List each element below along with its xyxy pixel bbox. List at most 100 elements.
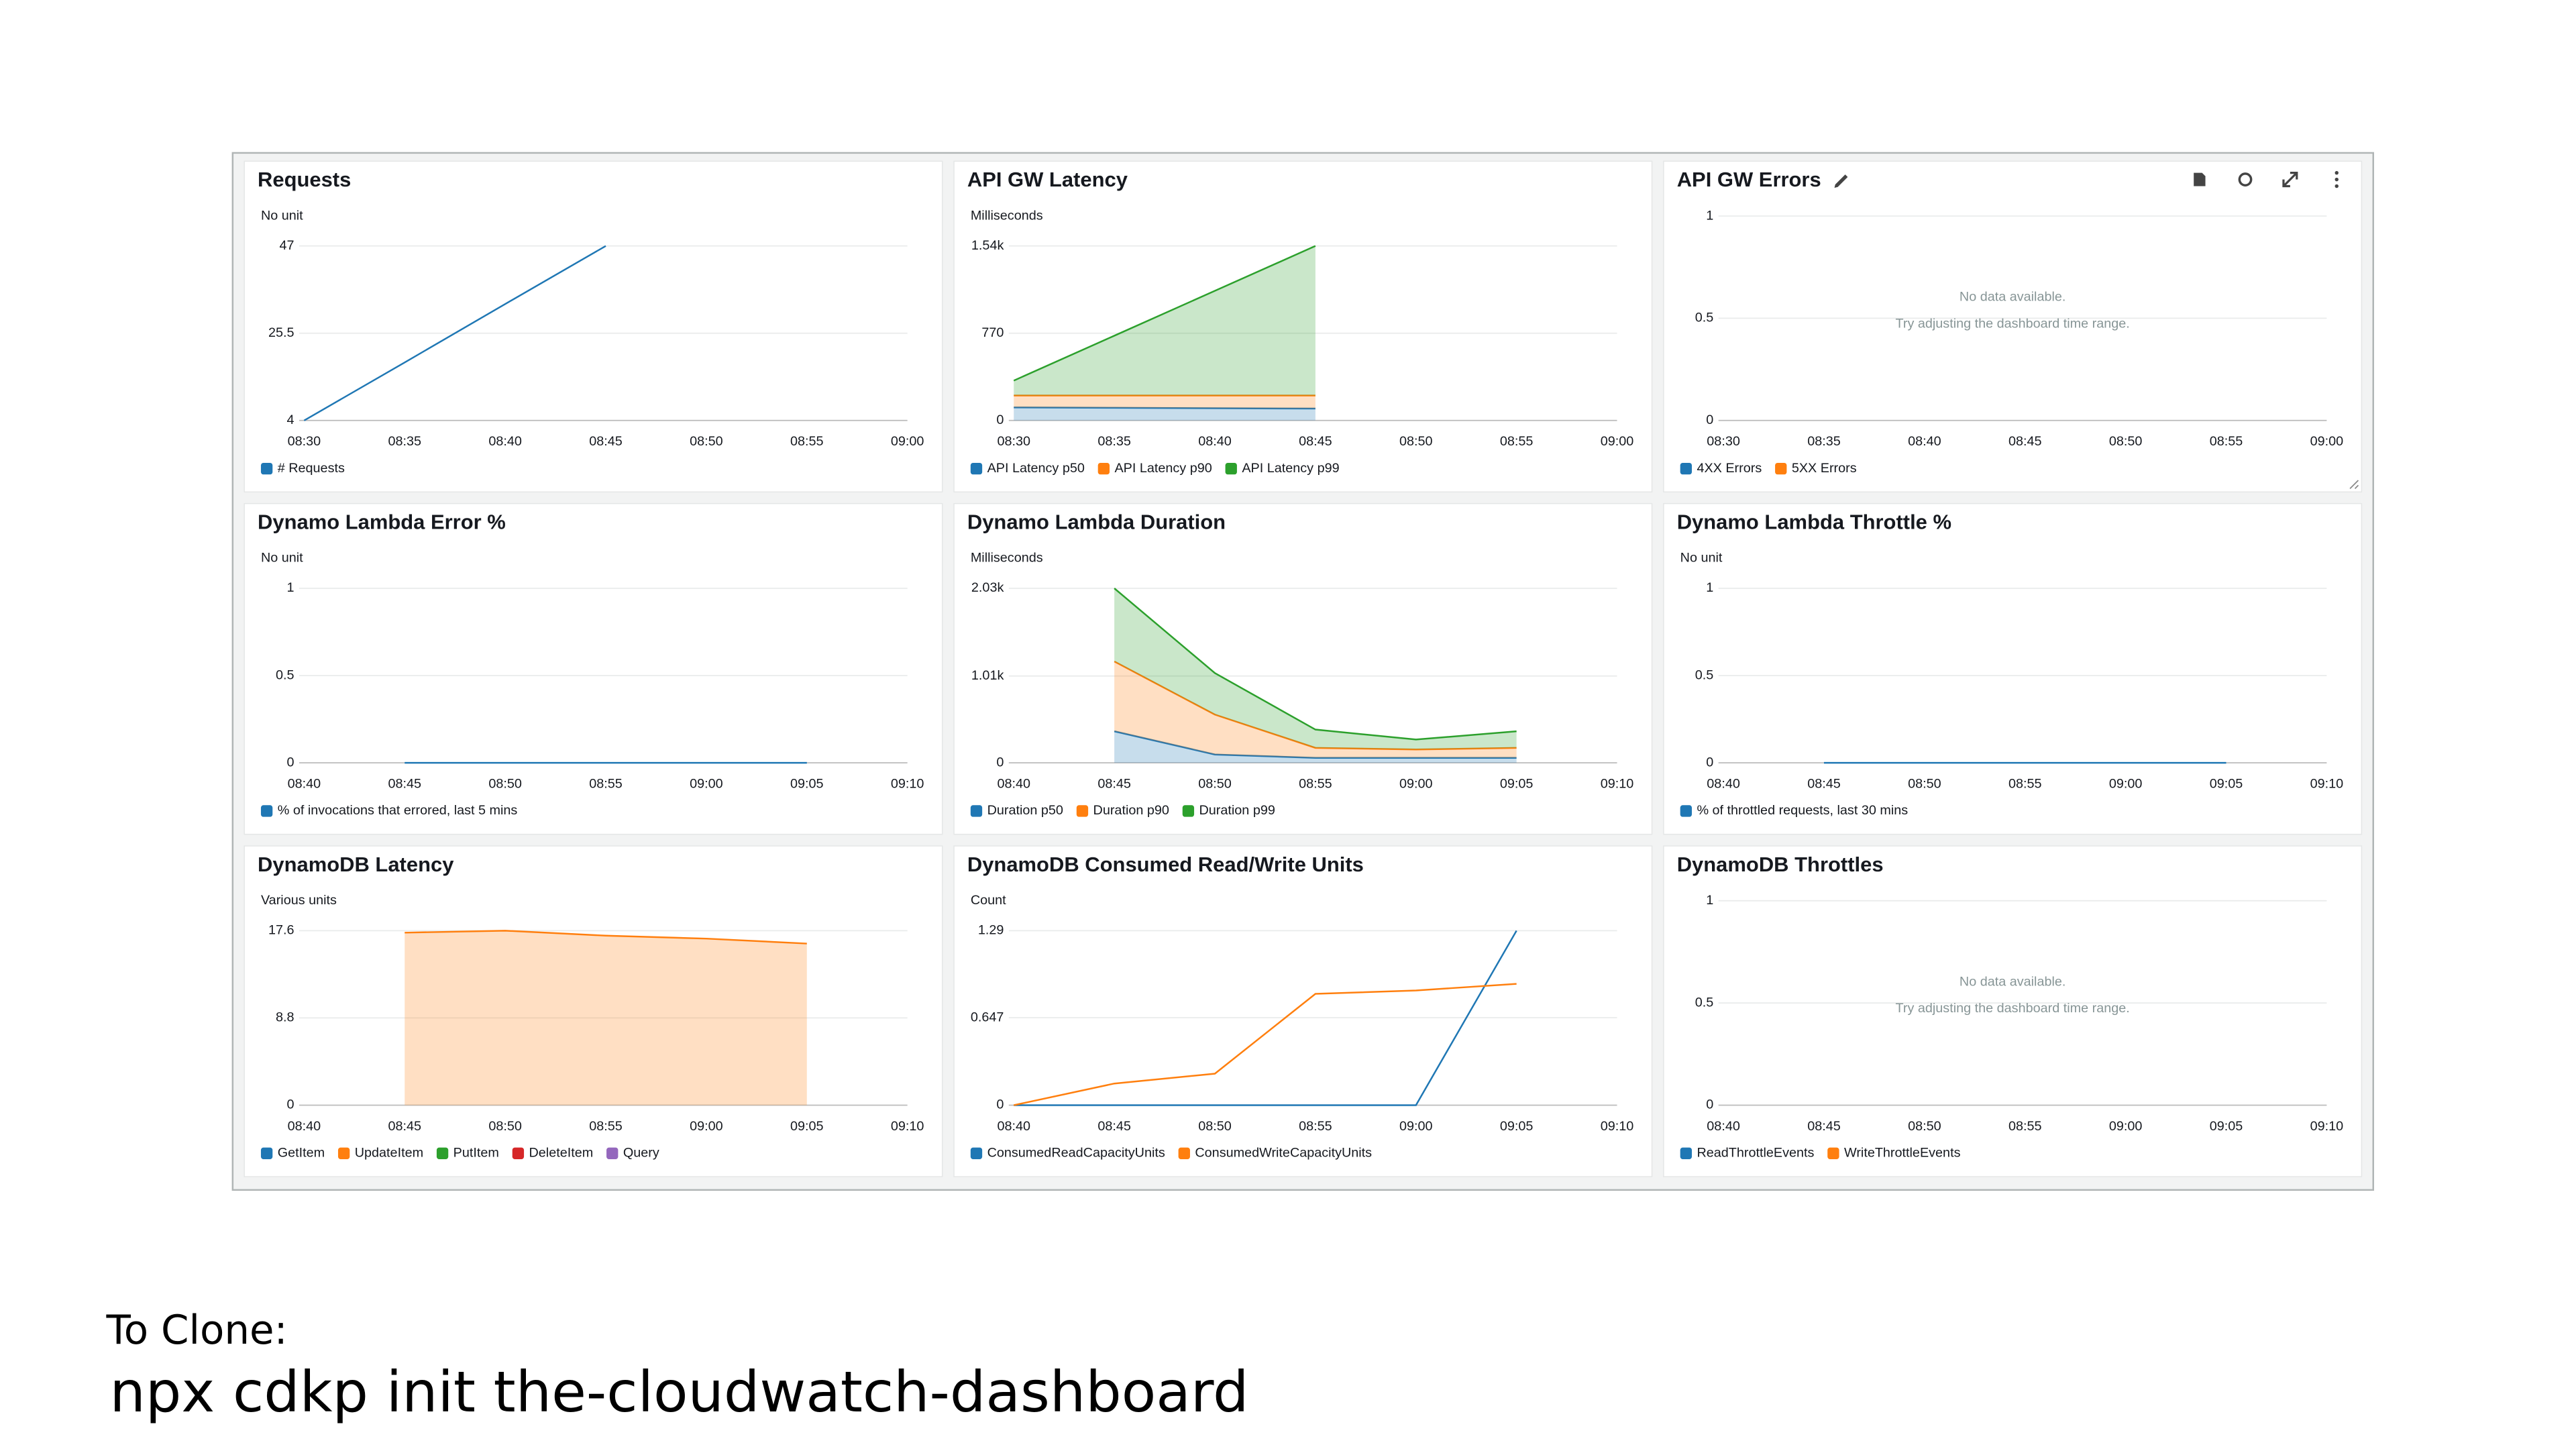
legend-label: GetItem: [278, 1146, 325, 1161]
legend-swatch: [1827, 1147, 1839, 1159]
x-tick-label: 08:50: [1908, 777, 1941, 792]
y-tick-label: 0: [1706, 755, 1713, 769]
legend-swatch: [606, 1147, 619, 1159]
x-tick-label: 08:45: [1807, 777, 1841, 792]
y-tick-label: 1: [1706, 208, 1713, 223]
x-tick-label: 08:50: [690, 434, 723, 449]
legend-swatch: [1178, 1147, 1190, 1159]
widget: API GW Errors 0 0.5 1 08:30 08:35 08:40 08:45 08…: [1663, 160, 2363, 493]
y-tick-label: 0.5: [1695, 995, 1714, 1010]
panel-title: DynamoDB Throttles: [1677, 853, 1884, 876]
area-line: [405, 930, 807, 945]
footer-label: To Clone:: [106, 1307, 288, 1354]
legend-swatch: [970, 805, 983, 817]
x-tick-label: 08:30: [1707, 434, 1740, 449]
menu-dot[interactable]: [2334, 170, 2339, 175]
legend-swatch: [970, 462, 983, 475]
x-tick-label: 08:40: [1707, 1119, 1740, 1134]
y-tick-label: 2.03k: [971, 580, 1004, 595]
legend-label: ConsumedWriteCapacityUnits: [1195, 1146, 1372, 1161]
y-tick-label: 0.647: [971, 1010, 1004, 1024]
y-tick-label: 8.8: [276, 1010, 294, 1025]
panel: [1663, 502, 2363, 835]
export-icon[interactable]: [2194, 172, 2206, 186]
legend-swatch: [1680, 1147, 1693, 1159]
legend-label: 4XX Errors: [1697, 461, 1762, 476]
y-tick-label: 0.5: [1695, 667, 1714, 682]
x-tick-label: 09:00: [690, 1119, 723, 1134]
x-tick-label: 08:55: [2210, 434, 2243, 449]
unit-label: Milliseconds: [971, 551, 1043, 566]
legend-swatch: [1680, 805, 1693, 817]
x-tick-label: 08:55: [790, 434, 824, 449]
x-tick-label: 08:35: [1097, 434, 1131, 449]
y-tick-label: 17.6: [268, 923, 294, 938]
legend-label: API Latency p90: [1114, 461, 1212, 476]
no-data-message: Try adjusting the dashboard time range.: [1896, 1001, 2130, 1016]
panel-title: API GW Latency: [967, 168, 1128, 191]
panel-title: Dynamo Lambda Duration: [967, 511, 1226, 534]
x-tick-label: 08:45: [388, 777, 421, 792]
panel-title: DynamoDB Latency: [258, 853, 454, 876]
unit-label: No unit: [261, 551, 303, 566]
unit-label: No unit: [261, 208, 303, 223]
legend-label: WriteThrottleEvents: [1844, 1146, 1961, 1161]
x-tick-label: 08:50: [1399, 434, 1433, 449]
menu-dot[interactable]: [2334, 177, 2339, 182]
x-tick-label: 09:10: [891, 1119, 924, 1134]
x-tick-label: 09:00: [1399, 777, 1433, 792]
footer-command: npx cdkp init the-cloudwatch-dashboard: [110, 1359, 1249, 1425]
panel-title: Dynamo Lambda Throttle %: [1677, 511, 1951, 534]
x-tick-label: 08:45: [589, 434, 623, 449]
panel-title: Dynamo Lambda Error %: [258, 511, 506, 534]
dashboard: Requests No unit 4 25.5 47 08:30 08:35 08:40 08:…: [244, 160, 2363, 1177]
legend-label: % of invocations that errored, last 5 mi…: [278, 803, 518, 818]
x-tick-label: 08:45: [2008, 434, 2042, 449]
panel-title: API GW Errors: [1677, 168, 1821, 191]
legend-swatch: [1680, 462, 1693, 475]
y-tick-label: 1.54k: [971, 238, 1004, 253]
area-fill: [405, 930, 807, 1106]
menu-dot[interactable]: [2334, 184, 2339, 189]
panel: [953, 502, 1653, 835]
y-tick-label: 1.29: [978, 923, 1004, 938]
x-tick-label: 08:40: [288, 1119, 321, 1134]
legend-label: API Latency p50: [987, 461, 1085, 476]
legend-label: ConsumedReadCapacityUnits: [987, 1146, 1165, 1161]
x-tick-label: 08:50: [1908, 1119, 1941, 1134]
y-tick-label: 0: [996, 755, 1004, 769]
unit-label: No unit: [1680, 551, 1723, 566]
legend-swatch: [1097, 462, 1110, 475]
x-tick-label: 08:50: [488, 777, 522, 792]
x-tick-label: 08:45: [1097, 777, 1131, 792]
area-line: [1114, 660, 1517, 751]
legend-label: ReadThrottleEvents: [1697, 1146, 1814, 1161]
y-tick-label: 0.5: [1695, 311, 1714, 325]
x-tick-label: 09:10: [2310, 1119, 2344, 1134]
expand-icon[interactable]: [2282, 172, 2298, 188]
x-tick-label: 09:00: [2310, 434, 2344, 449]
edit-icon[interactable]: [1834, 174, 1848, 188]
x-tick-label: 08:55: [1299, 777, 1332, 792]
panel: [244, 845, 943, 1177]
x-tick-label: 09:00: [1601, 434, 1634, 449]
legend-label: Duration p99: [1199, 803, 1275, 818]
refresh-icon[interactable]: [2238, 172, 2253, 186]
x-tick-label: 08:35: [1807, 434, 1841, 449]
x-tick-label: 09:00: [2109, 777, 2143, 792]
legend-swatch: [260, 462, 273, 475]
x-tick-label: 09:05: [2210, 777, 2243, 792]
x-tick-label: 09:05: [790, 777, 824, 792]
line: [1013, 983, 1517, 1106]
x-tick-label: 08:30: [288, 434, 321, 449]
widget: DynamoDB Latency Various units 0 8.8 17.6 08:…: [244, 845, 943, 1177]
x-tick-label: 08:45: [1097, 1119, 1131, 1134]
legend-label: 5XX Errors: [1792, 461, 1857, 476]
resize-handle[interactable]: [2349, 480, 2359, 489]
no-data-message: No data available.: [1960, 290, 2065, 305]
widget: API GW Latency Milliseconds 0 770 1.54k 08:30…: [953, 160, 1653, 493]
legend-swatch: [1775, 462, 1787, 475]
x-tick-label: 08:50: [488, 1119, 522, 1134]
area-fill: [1014, 246, 1316, 396]
x-tick-label: 08:45: [388, 1119, 421, 1134]
